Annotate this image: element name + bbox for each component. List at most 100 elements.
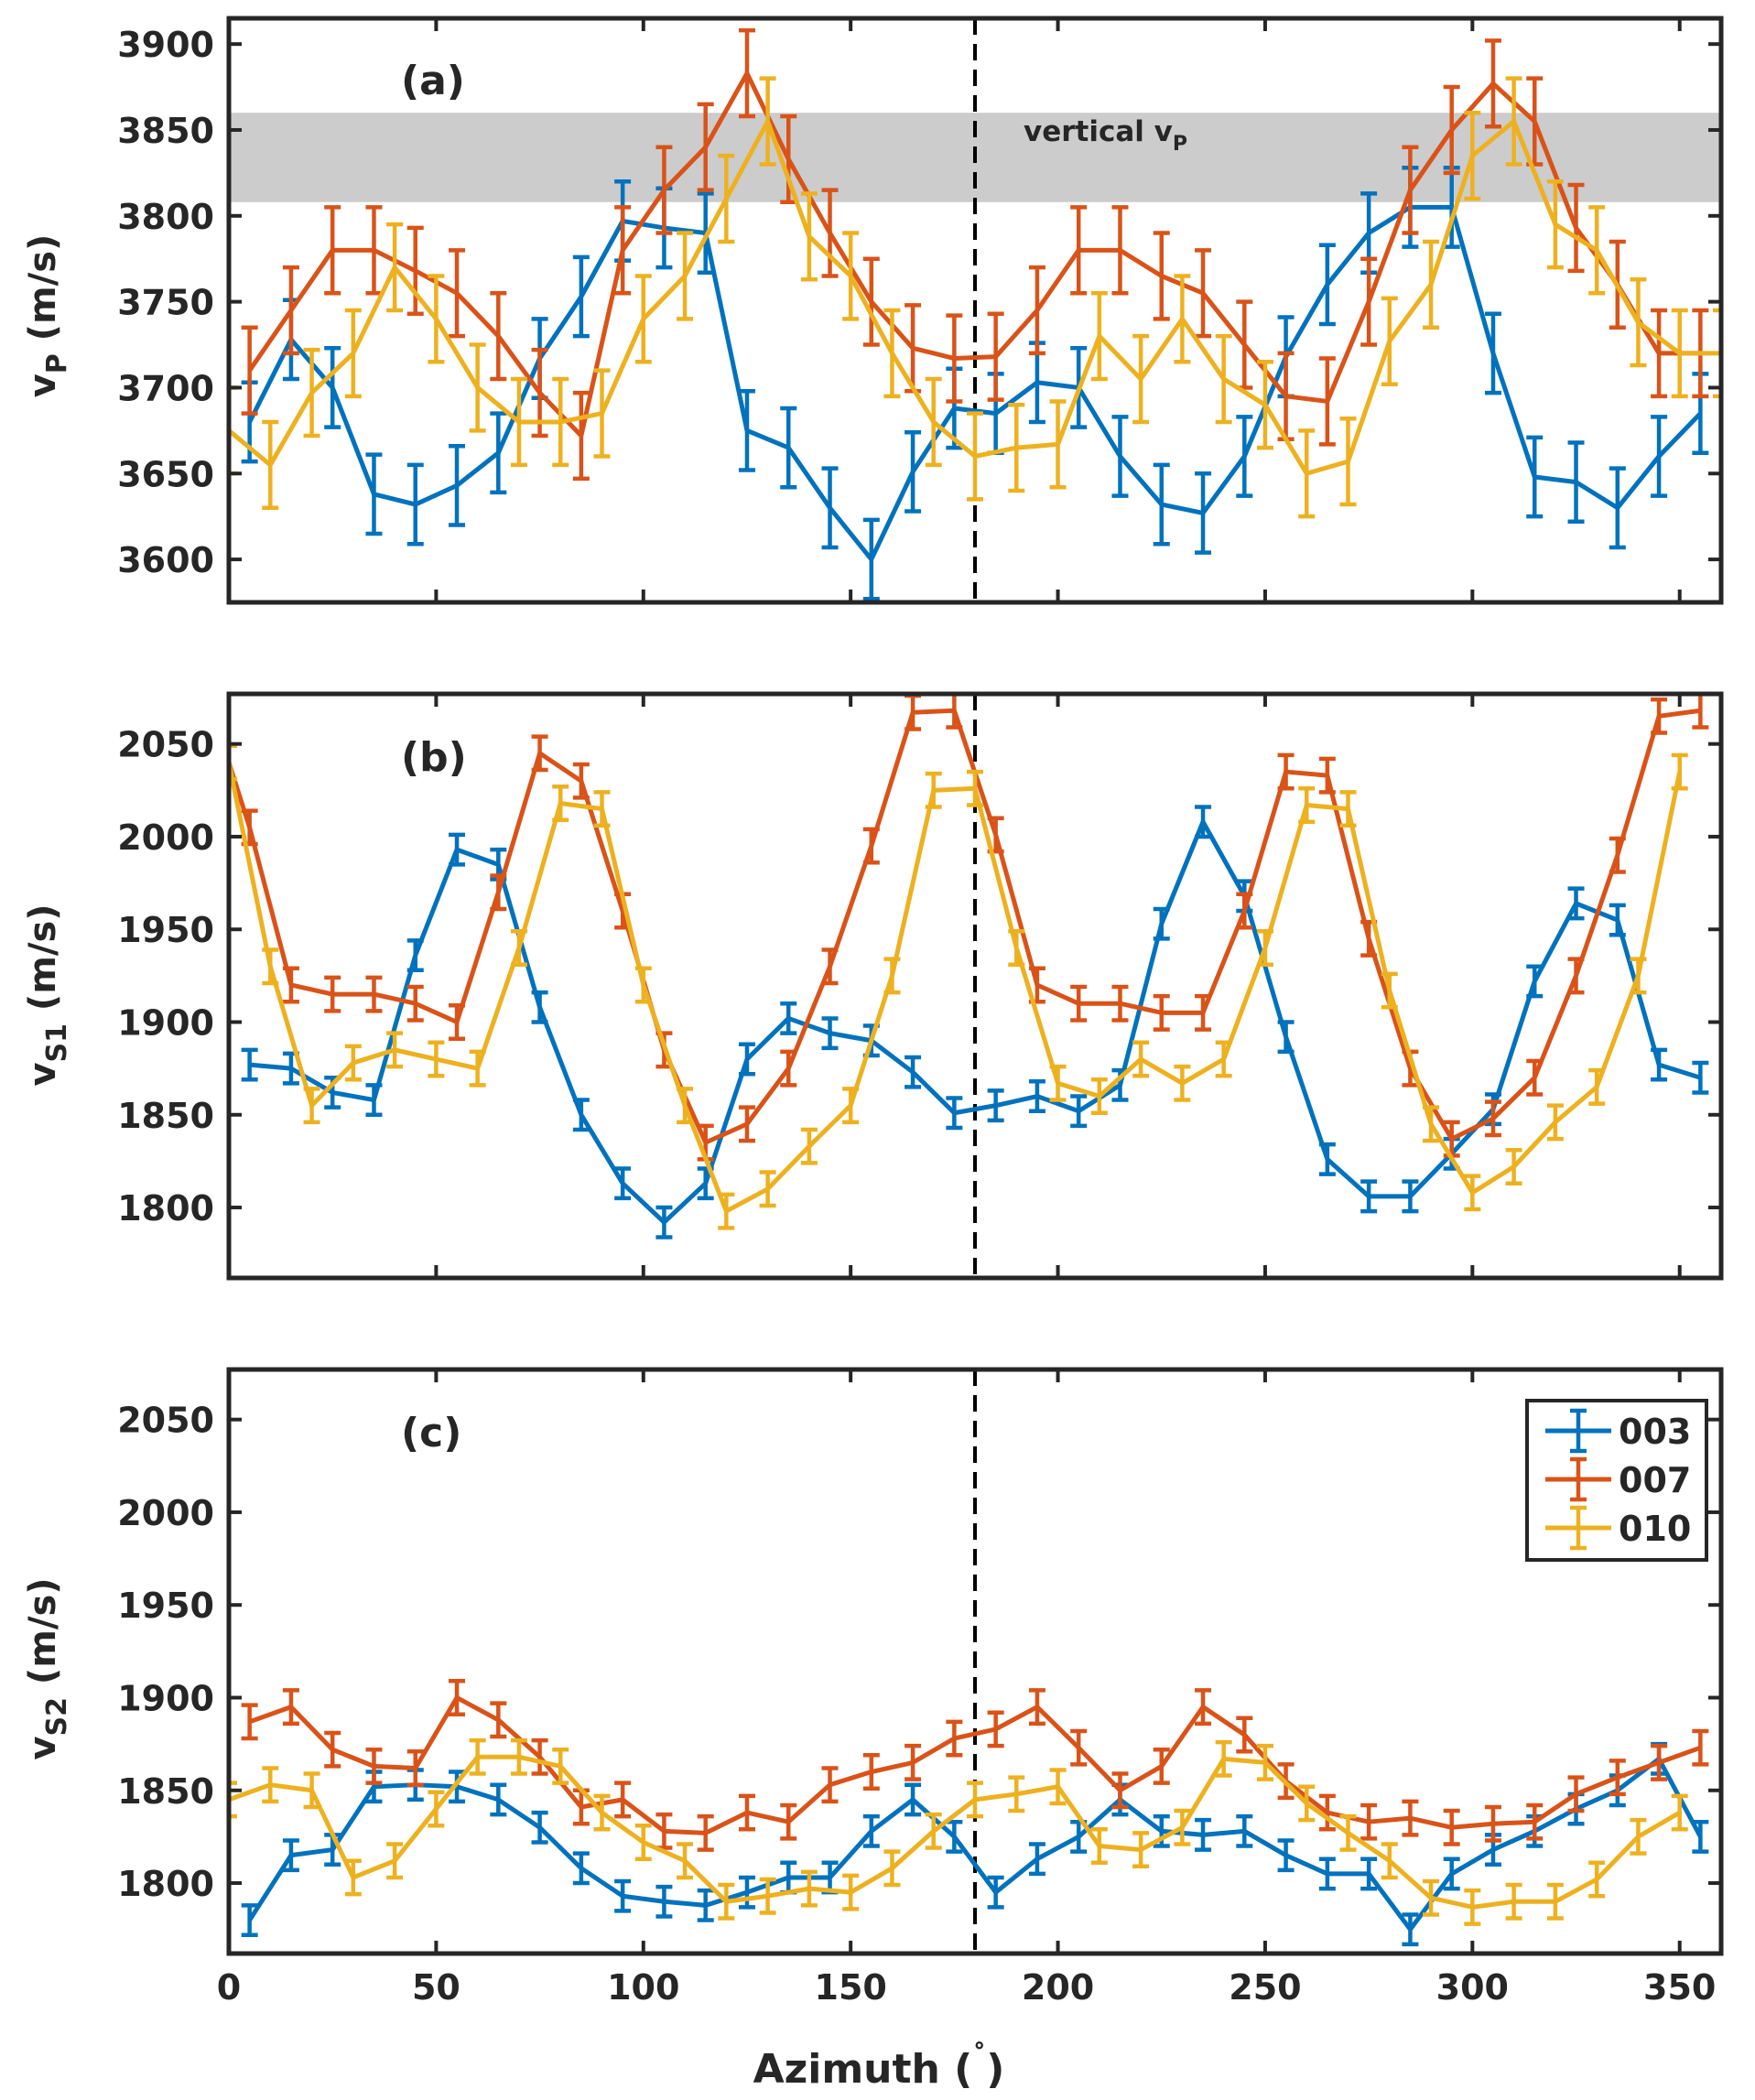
error-bar-003: [241, 1903, 258, 1937]
error-bar-007: [862, 827, 880, 865]
error-bar-003: [282, 1838, 299, 1873]
error-bar-007: [1443, 84, 1460, 176]
y-tick-label: 3600: [117, 540, 214, 580]
error-bar-010: [1215, 333, 1232, 425]
axes-frame-b: [226, 691, 1724, 1281]
error-bar-010: [842, 1873, 860, 1911]
error-bar-003: [1318, 1856, 1336, 1891]
error-bar-007: [241, 325, 258, 416]
error-bar-010: [1256, 929, 1273, 967]
axes-frame-a: [226, 16, 1724, 605]
error-bar-007: [1526, 1802, 1544, 1841]
panel-label-b: (b): [401, 734, 467, 781]
error-bar-007: [1526, 1058, 1544, 1097]
error-bar-007: [490, 873, 507, 912]
error-bar-007: [406, 984, 424, 1023]
error-bar-003: [738, 388, 755, 472]
error-bar-010: [1423, 1878, 1440, 1917]
y-tick-label: 3900: [117, 25, 214, 65]
error-bar-003: [905, 429, 922, 514]
error-bar-003: [449, 443, 466, 527]
error-bar-007: [406, 1748, 424, 1787]
y-axis-label-a-main: v: [22, 373, 64, 397]
error-bar-010: [229, 1781, 237, 1819]
error-bar-007: [1443, 1808, 1460, 1846]
error-bar-007: [821, 947, 839, 986]
error-bar-007: [1609, 836, 1626, 874]
error-bar-003: [1609, 903, 1626, 937]
error-bar-007: [572, 390, 590, 482]
error-bar-007: [780, 1049, 797, 1088]
error-bar-007: [821, 1766, 839, 1804]
error-bar-003: [241, 1047, 258, 1082]
series-010: [229, 76, 1721, 519]
error-bar-010: [303, 347, 320, 438]
error-bar-010: [1256, 1743, 1273, 1781]
error-bar-007: [531, 734, 548, 773]
error-bar-010: [718, 1192, 735, 1230]
error-bar-003: [1070, 1094, 1088, 1129]
error-bar-010: [1630, 1817, 1647, 1856]
error-bar-007: [324, 1730, 341, 1769]
error-bar-007: [282, 265, 299, 356]
error-bar-007: [324, 205, 341, 296]
y-axis-label-a-sub: P: [41, 353, 73, 373]
error-bar-010: [428, 274, 445, 364]
y-tick-label: 1900: [117, 1678, 214, 1718]
error-bar-003: [1402, 1912, 1419, 1947]
error-bar-007: [282, 966, 299, 1004]
error-bar-010: [593, 368, 611, 459]
panel-label-a: (a): [401, 58, 465, 104]
error-bar-010: [386, 222, 404, 313]
error-bar-003: [1692, 1060, 1709, 1095]
error-bar-007: [655, 145, 673, 235]
error-bar-007: [1070, 205, 1088, 296]
error-bar-010: [510, 376, 527, 468]
y-tick-label: 1800: [117, 1864, 214, 1904]
error-bar-003: [572, 254, 590, 339]
error-bar-003: [1567, 886, 1585, 921]
error-bar-007: [1028, 265, 1045, 356]
error-bar-007: [1360, 256, 1378, 347]
series-line-003: [247, 204, 1703, 562]
x-tick-label: 0: [217, 1967, 241, 2008]
error-bar-003: [490, 411, 507, 495]
series-010: [229, 743, 1688, 1230]
error-bar-007: [1318, 356, 1336, 447]
error-bar-003: [1651, 415, 1668, 498]
error-bar-007: [1111, 205, 1129, 296]
error-bar-007: [1153, 993, 1170, 1032]
error-bar-010: [1546, 179, 1564, 270]
x-tick-label: 100: [607, 1967, 679, 2008]
error-bar-007: [1318, 1793, 1336, 1832]
error-bar-003: [738, 1875, 755, 1910]
error-bar-003: [1195, 805, 1212, 839]
y-tick-label: 3850: [117, 111, 214, 151]
error-bar-007: [449, 1679, 466, 1716]
error-bar-007: [1651, 1743, 1668, 1781]
y-tick-label: 2000: [117, 817, 214, 858]
x-ticks-a: [227, 18, 1682, 602]
error-bar-010: [1713, 308, 1721, 399]
error-bar-007: [1195, 993, 1212, 1032]
error-bar-010: [552, 785, 569, 822]
error-bar-007: [1236, 1716, 1253, 1754]
error-bar-010: [1423, 1105, 1440, 1143]
error-bar-007: [905, 1743, 922, 1781]
error-bar-010: [1215, 1739, 1232, 1778]
y-tick-label: 1950: [117, 910, 214, 950]
error-bar-003: [1526, 435, 1544, 519]
error-bar-003: [1692, 1819, 1709, 1854]
error-bar-010: [1464, 1174, 1481, 1212]
y-tick-label: 1800: [117, 1188, 214, 1229]
error-bar-007: [1484, 1804, 1501, 1843]
error-bar-010: [1298, 1784, 1316, 1823]
error-bar-010: [967, 769, 983, 807]
error-bar-007: [1692, 1728, 1709, 1767]
error-bar-007: [1236, 892, 1253, 930]
error-bar-003: [655, 1884, 673, 1919]
error-bar-003: [365, 452, 383, 536]
error-bar-003: [655, 1205, 673, 1239]
y-axis-label-b-unit: (m/s): [22, 904, 64, 1023]
error-bar-007: [862, 1753, 880, 1791]
